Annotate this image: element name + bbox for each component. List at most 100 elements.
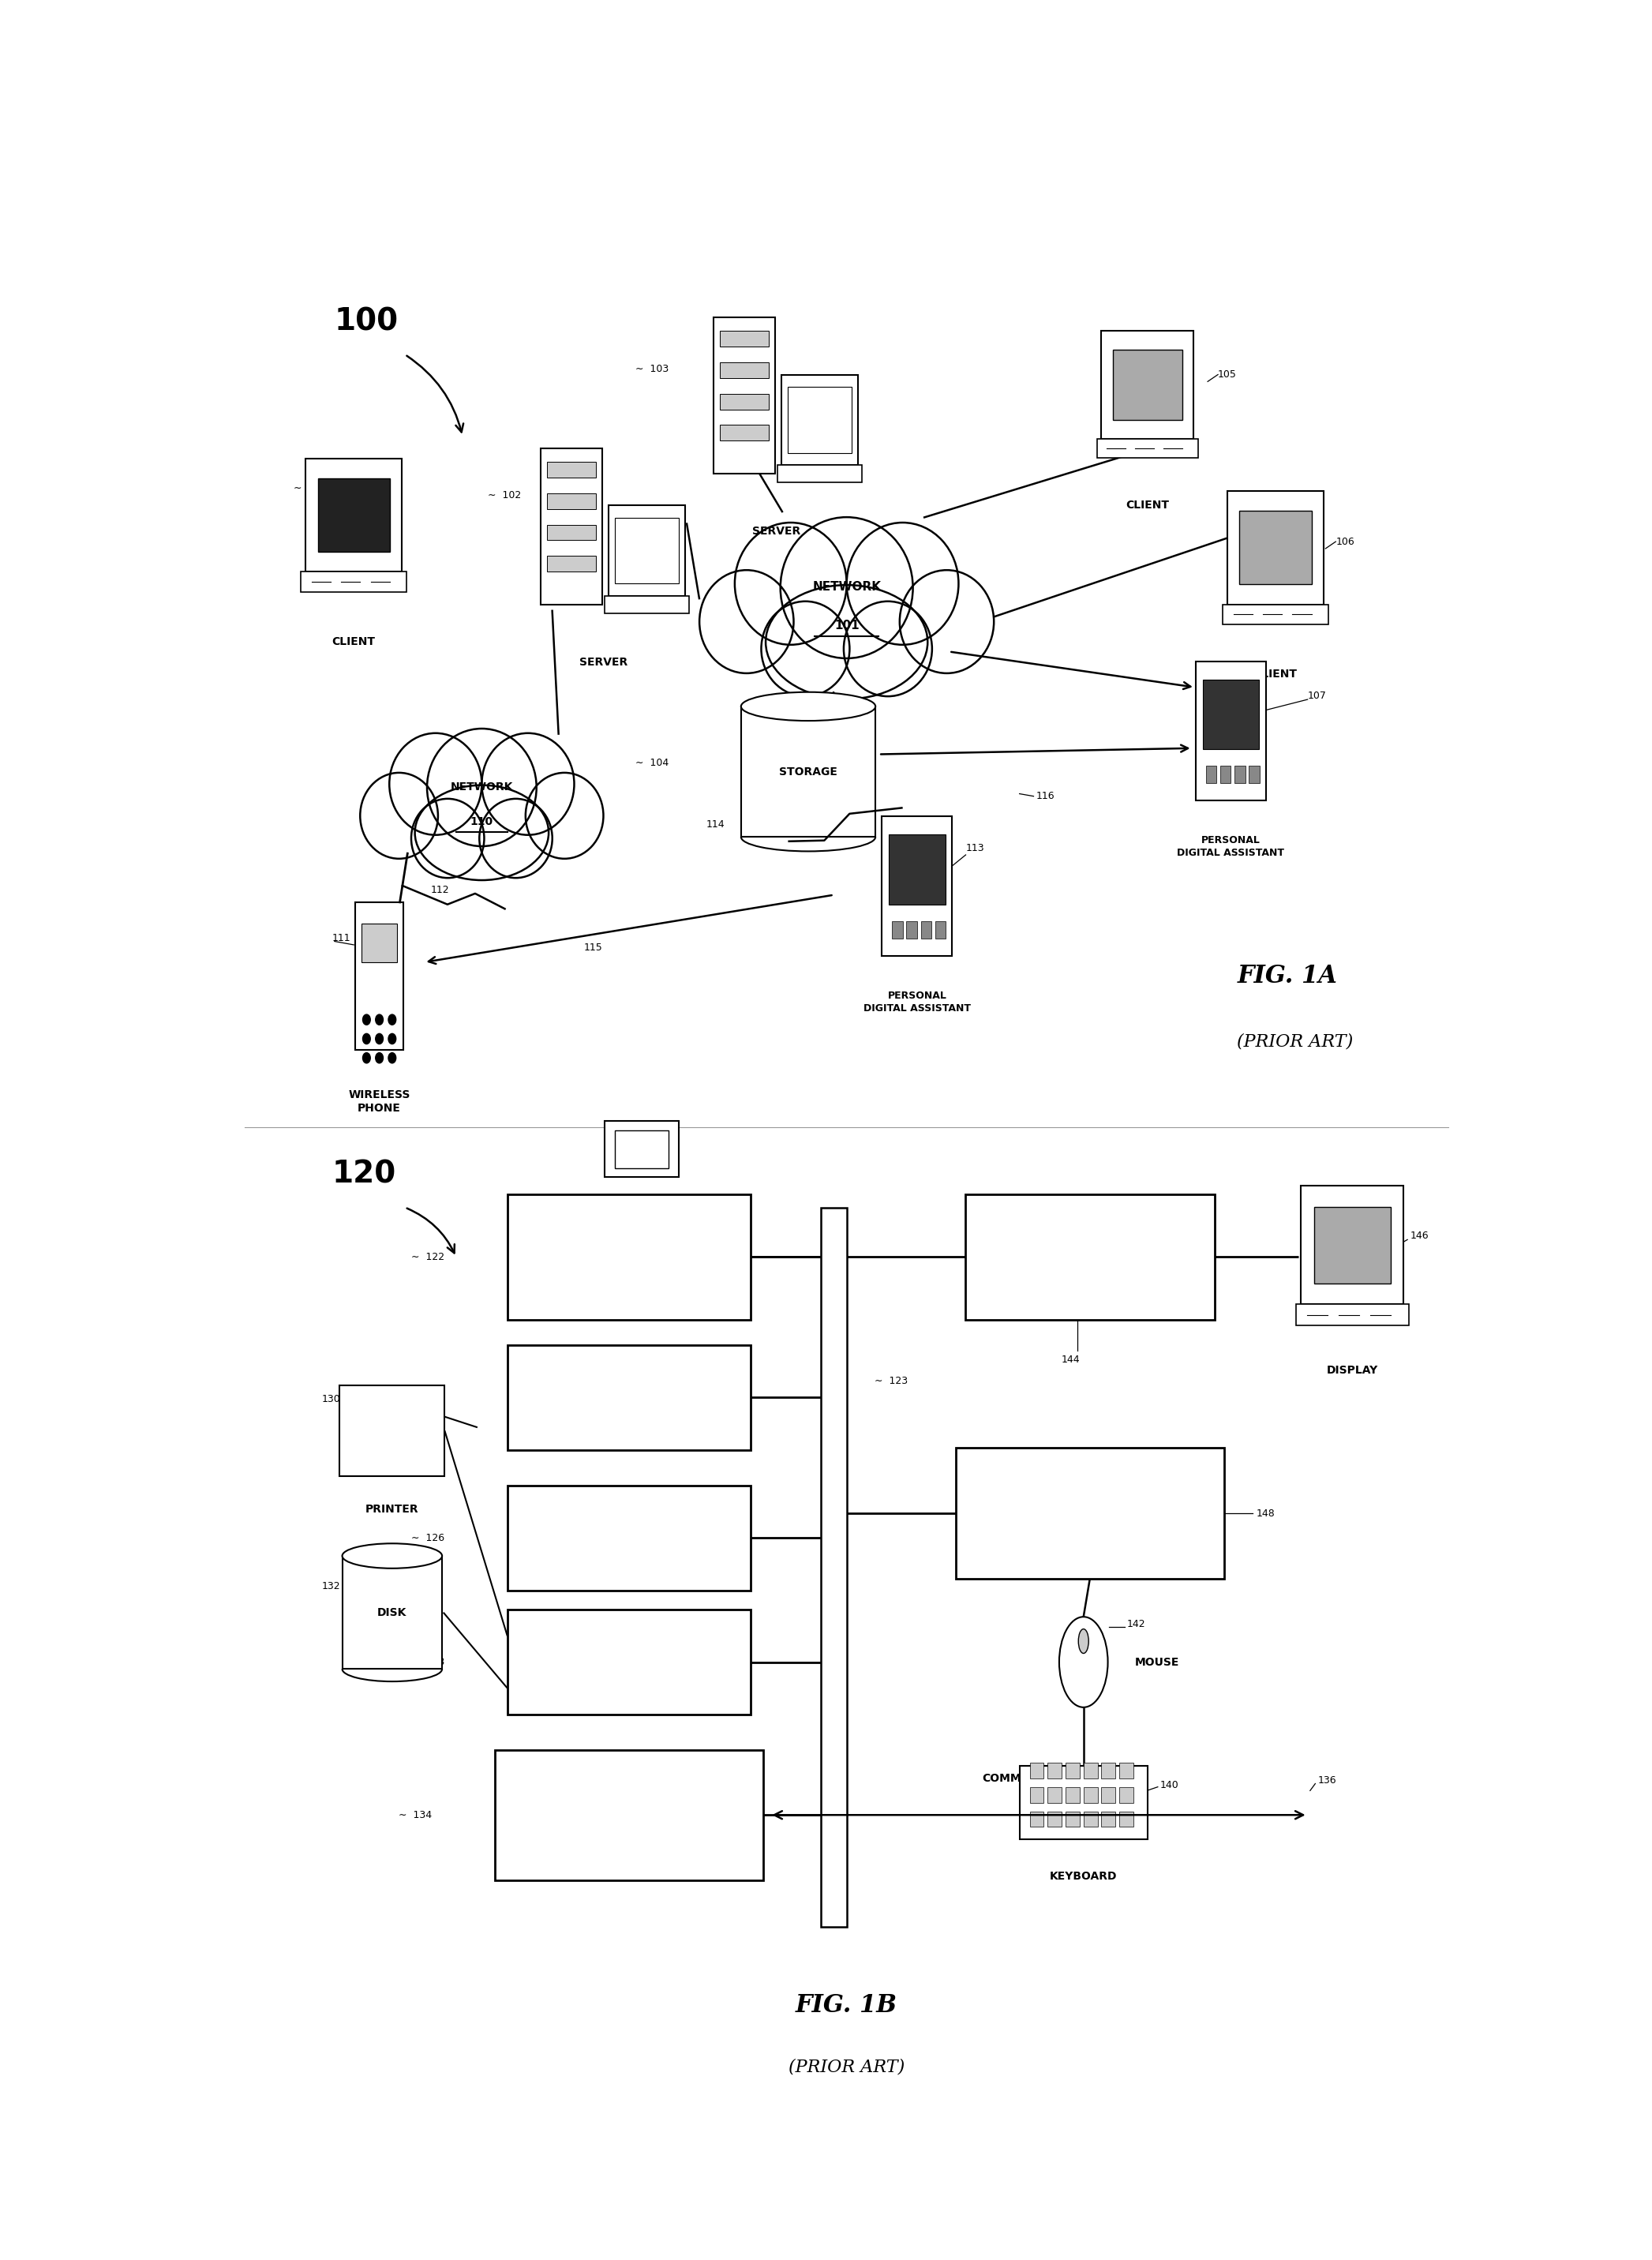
Bar	[742, 707, 876, 836]
Bar	[1097, 438, 1198, 459]
Text: ∼  123: ∼ 123	[876, 1376, 909, 1385]
Bar	[920, 922, 932, 938]
Bar	[547, 524, 596, 540]
Bar	[1102, 1763, 1115, 1779]
Text: 140: 140	[1160, 1781, 1180, 1790]
Ellipse shape	[1059, 1616, 1108, 1706]
Text: RAM: RAM	[613, 1390, 646, 1406]
Circle shape	[388, 1015, 396, 1024]
Circle shape	[363, 1053, 370, 1062]
Text: ∼  126: ∼ 126	[411, 1532, 444, 1544]
Text: 148: 148	[1256, 1507, 1275, 1519]
Ellipse shape	[847, 522, 958, 644]
Bar	[615, 1130, 669, 1168]
Text: ∼  134: ∼ 134	[398, 1810, 431, 1819]
Bar	[821, 1207, 847, 1926]
Bar	[1313, 1207, 1391, 1284]
Bar	[1249, 766, 1259, 782]
Bar	[1221, 766, 1231, 782]
Text: SERVER: SERVER	[580, 658, 628, 669]
Bar	[608, 506, 686, 597]
Text: FIG. 1B: FIG. 1B	[796, 1993, 897, 2018]
Bar	[1066, 1810, 1080, 1826]
Bar	[1222, 603, 1328, 624]
Circle shape	[375, 1015, 383, 1024]
Text: CLIENT: CLIENT	[1254, 669, 1297, 680]
Text: SERVER: SERVER	[752, 527, 801, 538]
Text: PERSONAL
DIGITAL ASSISTANT: PERSONAL DIGITAL ASSISTANT	[864, 990, 971, 1012]
Ellipse shape	[900, 570, 995, 673]
Text: I/O ADAPTER: I/O ADAPTER	[586, 1657, 672, 1668]
Text: LINK: LINK	[1021, 1797, 1051, 1808]
Bar	[615, 518, 679, 583]
Bar	[1066, 1763, 1080, 1779]
Circle shape	[363, 1015, 370, 1024]
Text: MOUSE: MOUSE	[1135, 1657, 1180, 1668]
Bar	[892, 922, 902, 938]
Bar	[547, 493, 596, 509]
Ellipse shape	[844, 601, 932, 696]
Bar	[605, 1121, 679, 1177]
Ellipse shape	[415, 784, 548, 879]
Bar	[778, 466, 862, 481]
Text: DISPLAY
ADAPTER: DISPLAY ADAPTER	[1059, 1243, 1122, 1270]
Text: 106: 106	[1336, 536, 1355, 547]
Bar	[1019, 1765, 1148, 1840]
Ellipse shape	[735, 522, 846, 644]
Text: PRINTER: PRINTER	[365, 1503, 420, 1514]
Bar	[355, 902, 403, 1051]
Text: KEYBOARD: KEYBOARD	[1049, 1871, 1117, 1883]
Ellipse shape	[360, 773, 438, 859]
Ellipse shape	[479, 798, 552, 877]
Text: 101: 101	[834, 619, 859, 631]
Bar	[1047, 1763, 1062, 1779]
Text: STORAGE: STORAGE	[780, 766, 838, 777]
Ellipse shape	[765, 585, 928, 698]
Text: ROM: ROM	[611, 1530, 646, 1546]
Bar	[788, 386, 852, 452]
Text: COMMUNICATION: COMMUNICATION	[981, 1772, 1089, 1783]
Ellipse shape	[762, 601, 849, 696]
Ellipse shape	[411, 798, 484, 877]
Text: (PRIOR ART): (PRIOR ART)	[1237, 1033, 1353, 1051]
Bar	[1029, 1763, 1044, 1779]
Bar	[720, 393, 768, 409]
Bar	[1102, 1788, 1115, 1803]
Text: FIG. 1A: FIG. 1A	[1237, 965, 1336, 988]
Text: 114: 114	[705, 820, 725, 829]
Bar	[1302, 1186, 1404, 1304]
Bar	[935, 922, 947, 938]
Text: NETWORK: NETWORK	[451, 782, 514, 793]
Bar	[1196, 662, 1265, 800]
Text: 105: 105	[1218, 368, 1237, 380]
Text: ∼  104: ∼ 104	[636, 757, 669, 768]
Text: USER INTERFACE
ADAPTER: USER INTERFACE ADAPTER	[1032, 1501, 1146, 1526]
Text: PERSONAL
DIGITAL ASSISTANT: PERSONAL DIGITAL ASSISTANT	[1178, 836, 1284, 859]
Bar	[965, 1193, 1214, 1320]
Bar	[720, 330, 768, 346]
Text: (PRIOR ART): (PRIOR ART)	[788, 2059, 905, 2075]
Bar	[317, 479, 390, 551]
Ellipse shape	[426, 728, 537, 845]
Bar	[720, 425, 768, 441]
Bar	[1047, 1810, 1062, 1826]
Bar	[1227, 490, 1323, 603]
Bar	[1066, 1788, 1080, 1803]
Circle shape	[363, 1033, 370, 1044]
Text: ∼  128: ∼ 128	[411, 1657, 444, 1668]
Bar	[1206, 766, 1216, 782]
Circle shape	[388, 1033, 396, 1044]
Text: 111: 111	[332, 933, 350, 942]
Text: ∼  109: ∼ 109	[294, 484, 327, 493]
Ellipse shape	[342, 1544, 443, 1568]
Text: CPU: CPU	[615, 1250, 644, 1263]
Circle shape	[375, 1053, 383, 1062]
Text: DISK: DISK	[377, 1607, 406, 1618]
Bar	[1102, 1810, 1115, 1826]
Ellipse shape	[390, 732, 482, 834]
Ellipse shape	[525, 773, 603, 859]
Ellipse shape	[482, 732, 575, 834]
Text: ∼  124: ∼ 124	[411, 1392, 444, 1403]
Bar	[340, 1385, 444, 1476]
Bar	[1239, 511, 1312, 585]
